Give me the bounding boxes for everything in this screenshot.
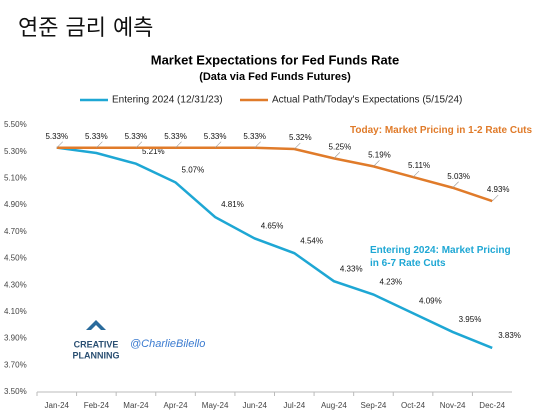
data-label: 4.81% [221,200,244,209]
y-tick-label: 3.90% [4,334,27,343]
x-tick-label: Sep-24 [361,401,387,410]
data-label: 5.19% [368,150,391,159]
y-tick-label: 5.30% [4,147,27,156]
data-label: 5.21% [142,147,165,156]
chart-subtitle: (Data via Fed Funds Futures) [199,71,351,83]
y-tick-label: 5.50% [4,120,27,129]
x-tick-label: Nov-24 [440,401,466,410]
x-tick-label: Jan-24 [45,401,70,410]
data-label: 5.07% [182,166,205,175]
x-tick-label: Mar-24 [123,401,149,410]
label-leader [175,141,182,148]
x-tick-label: Feb-24 [84,401,110,410]
header: 연준 금리 예측 [18,16,154,41]
y-tick-label: 5.10% [4,174,27,183]
annotation: Today: Market Pricing in 1-2 Rate Cuts [350,125,533,136]
chart-title: Market Expectations for Fed Funds Rate [151,52,400,67]
series-line [56,146,493,350]
logo-text: CREATIVE [74,339,119,349]
label-leader [452,181,459,188]
data-label: 5.33% [85,132,108,141]
y-tick-label: 4.30% [4,280,27,289]
label-leader [214,141,222,148]
data-label: 3.95% [459,315,482,324]
data-label: 4.23% [379,278,402,287]
y-tick-label: 4.70% [4,227,27,236]
data-label: 5.03% [447,172,470,181]
label-leader [373,160,380,167]
label-leader [135,141,143,148]
data-label: 5.33% [45,132,68,141]
x-tick-label: Dec-24 [479,401,505,410]
data-label: 4.09% [419,296,442,305]
credit: @CharlieBilello [130,338,205,350]
y-tick-label: 4.10% [4,307,27,316]
logo-text: PLANNING [73,350,120,360]
data-label: 3.83% [498,331,521,340]
series-line [56,146,493,203]
label-leader [56,141,64,148]
x-tick-label: Aug-24 [321,401,347,410]
y-tick-label: 4.90% [4,200,27,209]
data-label: 5.33% [204,132,227,141]
data-label: 5.25% [329,142,352,151]
y-tick-label: 3.50% [4,387,27,396]
label-leader [294,142,301,150]
x-tick-label: Jul-24 [283,401,305,410]
data-label: 4.93% [487,185,510,194]
data-label: 4.33% [340,264,363,273]
x-tick-label: Apr-24 [164,401,189,410]
legend-label: Actual Path/Today's Expectations (5/15/2… [272,95,462,106]
x-tick-label: Jun-24 [242,401,267,410]
data-label: 4.54% [300,236,323,245]
annotation: Entering 2024: Market Pricing in 6-7 Rat… [370,245,511,269]
data-label: 5.33% [243,132,266,141]
data-label: 5.33% [164,132,187,141]
data-label: 5.11% [408,161,430,170]
data-label: 5.32% [289,133,312,142]
logo-icon [86,320,106,330]
x-tick-label: Oct-24 [401,401,426,410]
data-label: 4.65% [261,222,284,231]
data-label: 5.33% [125,132,148,141]
legend-label: Entering 2024 (12/31/23) [112,95,223,106]
x-tick-label: May-24 [202,401,229,410]
label-leader [96,141,103,148]
label-leader [333,152,341,159]
label-leader [491,194,499,202]
label-leader [412,170,420,178]
label-leader [254,141,261,148]
y-tick-label: 4.50% [4,254,27,263]
y-tick-label: 3.70% [4,360,27,369]
